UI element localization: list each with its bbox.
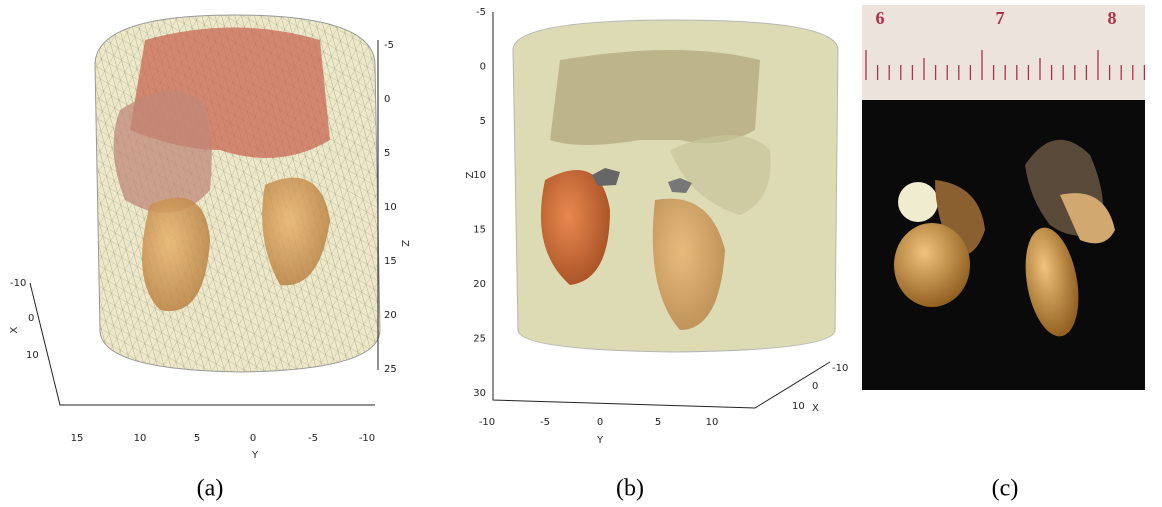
seed [898,182,938,222]
ruler-label: 8 [1108,8,1117,28]
y-tick-label: 15 [71,433,84,444]
z-tick-label: -5 [476,7,486,18]
z-tick-label: 30 [473,388,486,399]
panel-b [493,12,838,408]
figure: -5 0 5 10 15 20 25 Z 15 10 5 0 -5 -10 Y -10 0 10 X (a) -5 0 5 1… [0,0,1162,507]
y-tick-label: 5 [194,433,200,444]
x-tick-label: -10 [832,363,848,374]
z-tick-label: 25 [473,333,486,344]
z-axis-label: Z [465,171,476,178]
z-tick-label: 5 [480,116,486,127]
z-tick-label: 15 [384,256,397,267]
x-tick-label: 10 [26,350,39,361]
panel-a [30,15,380,405]
z-tick-label: 10 [384,202,397,213]
z-tick-label: 0 [480,61,486,72]
z-tick-label: -5 [384,40,394,51]
panel-c [862,5,1145,390]
z-tick-label: 5 [384,148,390,159]
organ [550,50,760,145]
y-tick-label: -10 [359,433,375,444]
x-tick-label: 0 [28,313,34,324]
caption: (c) [992,476,1019,502]
y-tick-label: -5 [540,417,550,428]
z-tick-label: 20 [384,310,397,321]
seed [894,223,970,307]
y-tick-label: 10 [706,417,719,428]
x-tick-label: -10 [10,278,26,289]
z-tick-label: 25 [384,364,397,375]
y-tick-label: 0 [250,433,256,444]
x-axis-label: X [812,403,819,414]
x-axis-label: X [9,326,20,333]
ruler-label: 7 [996,8,1005,28]
caption: (a) [197,476,224,502]
z-axis-label: Z [399,240,410,247]
z-tick-label: 15 [473,225,486,236]
x-tick-label: 0 [812,381,818,392]
caption: (b) [616,476,644,502]
y-axis-label: Y [596,435,604,446]
z-tick-label: 0 [384,94,390,105]
z-tick-label: 20 [473,279,486,290]
y-axis-label: Y [251,450,259,461]
ruler-label: 6 [876,8,885,28]
y-tick-label: 0 [597,417,603,428]
y-tick-label: 5 [655,417,661,428]
x-tick-label: 10 [792,401,805,412]
organ [114,91,212,213]
y-tick-label: 10 [134,433,147,444]
y-tick-label: -10 [479,417,495,428]
y-tick-label: -5 [308,433,318,444]
